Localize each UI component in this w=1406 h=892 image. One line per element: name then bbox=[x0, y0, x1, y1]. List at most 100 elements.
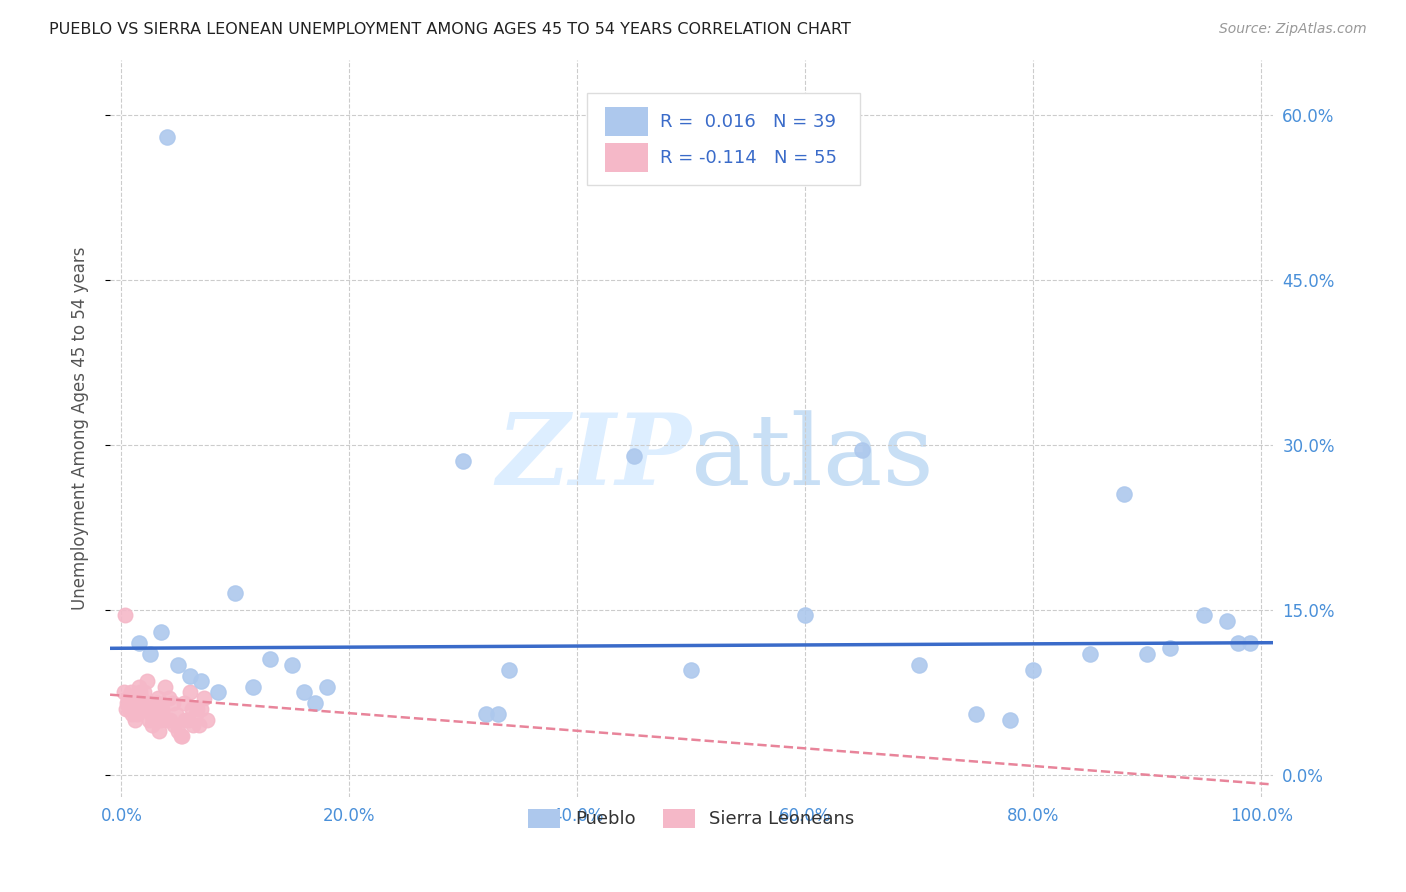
Point bbox=[498, 663, 520, 677]
Point bbox=[181, 718, 204, 732]
Point bbox=[794, 608, 817, 623]
Point bbox=[207, 685, 229, 699]
Point bbox=[1000, 713, 1022, 727]
Point bbox=[281, 657, 304, 672]
Point bbox=[139, 702, 162, 716]
Point bbox=[131, 696, 153, 710]
Text: R = -0.114   N = 55: R = -0.114 N = 55 bbox=[659, 149, 837, 167]
Point bbox=[157, 690, 180, 705]
Point bbox=[170, 729, 193, 743]
Point bbox=[486, 707, 509, 722]
Point bbox=[224, 586, 246, 600]
Point bbox=[1216, 614, 1239, 628]
Text: Source: ZipAtlas.com: Source: ZipAtlas.com bbox=[1219, 22, 1367, 37]
Point bbox=[681, 663, 703, 677]
Point bbox=[184, 707, 207, 722]
Point bbox=[163, 718, 186, 732]
Legend: Pueblo, Sierra Leoneans: Pueblo, Sierra Leoneans bbox=[520, 802, 862, 836]
Point bbox=[851, 443, 873, 458]
Y-axis label: Unemployment Among Ages 45 to 54 years: Unemployment Among Ages 45 to 54 years bbox=[72, 246, 89, 610]
FancyBboxPatch shape bbox=[586, 93, 860, 185]
Point bbox=[188, 718, 211, 732]
Point bbox=[122, 696, 145, 710]
Point bbox=[135, 674, 157, 689]
Point bbox=[170, 729, 193, 743]
Point bbox=[128, 685, 150, 699]
Point bbox=[190, 674, 212, 689]
Point bbox=[134, 702, 156, 716]
Text: atlas: atlas bbox=[692, 409, 934, 506]
Point bbox=[159, 713, 181, 727]
Point bbox=[150, 624, 173, 639]
Point bbox=[115, 696, 138, 710]
FancyBboxPatch shape bbox=[606, 107, 648, 136]
Point bbox=[150, 702, 173, 716]
Point bbox=[141, 718, 163, 732]
Point bbox=[138, 713, 160, 727]
Point bbox=[292, 685, 315, 699]
Point bbox=[167, 723, 190, 738]
Point bbox=[179, 685, 201, 699]
Point bbox=[149, 713, 172, 727]
Point bbox=[142, 713, 165, 727]
Point bbox=[136, 696, 159, 710]
Point bbox=[1136, 647, 1159, 661]
Point bbox=[908, 657, 931, 672]
Point bbox=[125, 702, 148, 716]
Point bbox=[112, 685, 135, 699]
Point bbox=[121, 702, 143, 716]
FancyBboxPatch shape bbox=[606, 143, 648, 172]
Point bbox=[118, 702, 141, 716]
Point bbox=[1078, 647, 1101, 661]
Point bbox=[139, 647, 162, 661]
Point bbox=[129, 690, 152, 705]
Point bbox=[475, 707, 498, 722]
Point bbox=[128, 680, 150, 694]
Point bbox=[145, 707, 167, 722]
Point bbox=[128, 636, 150, 650]
Point bbox=[1022, 663, 1045, 677]
Point bbox=[453, 454, 475, 468]
Point bbox=[179, 669, 201, 683]
Point bbox=[195, 713, 218, 727]
Point bbox=[139, 707, 162, 722]
Text: ZIP: ZIP bbox=[496, 409, 692, 506]
Point bbox=[193, 690, 215, 705]
Point bbox=[165, 707, 187, 722]
Point bbox=[134, 685, 156, 699]
Text: PUEBLO VS SIERRA LEONEAN UNEMPLOYMENT AMONG AGES 45 TO 54 YEARS CORRELATION CHAR: PUEBLO VS SIERRA LEONEAN UNEMPLOYMENT AM… bbox=[49, 22, 851, 37]
Point bbox=[304, 696, 326, 710]
Point bbox=[148, 723, 170, 738]
Point bbox=[173, 696, 195, 710]
Point bbox=[1227, 636, 1250, 650]
Point bbox=[174, 713, 197, 727]
Point bbox=[190, 702, 212, 716]
Point bbox=[120, 685, 142, 699]
Point bbox=[176, 713, 198, 727]
Point bbox=[156, 713, 179, 727]
Point bbox=[146, 696, 169, 710]
Point bbox=[259, 652, 281, 666]
Point bbox=[127, 707, 149, 722]
Point bbox=[153, 680, 176, 694]
Point bbox=[114, 608, 136, 623]
Point bbox=[1239, 636, 1261, 650]
Point bbox=[156, 129, 179, 144]
Point bbox=[186, 702, 208, 716]
Point bbox=[124, 713, 146, 727]
Point bbox=[242, 680, 264, 694]
Point bbox=[115, 702, 138, 716]
Text: R =  0.016   N = 39: R = 0.016 N = 39 bbox=[659, 112, 837, 130]
Point bbox=[1192, 608, 1215, 623]
Point bbox=[121, 707, 143, 722]
Point bbox=[315, 680, 337, 694]
Point bbox=[117, 690, 139, 705]
Point bbox=[623, 449, 645, 463]
Point bbox=[181, 702, 204, 716]
Point bbox=[167, 657, 190, 672]
Point bbox=[1159, 641, 1181, 656]
Point bbox=[162, 696, 184, 710]
Point bbox=[152, 702, 174, 716]
Point bbox=[146, 690, 169, 705]
Point bbox=[1114, 487, 1136, 501]
